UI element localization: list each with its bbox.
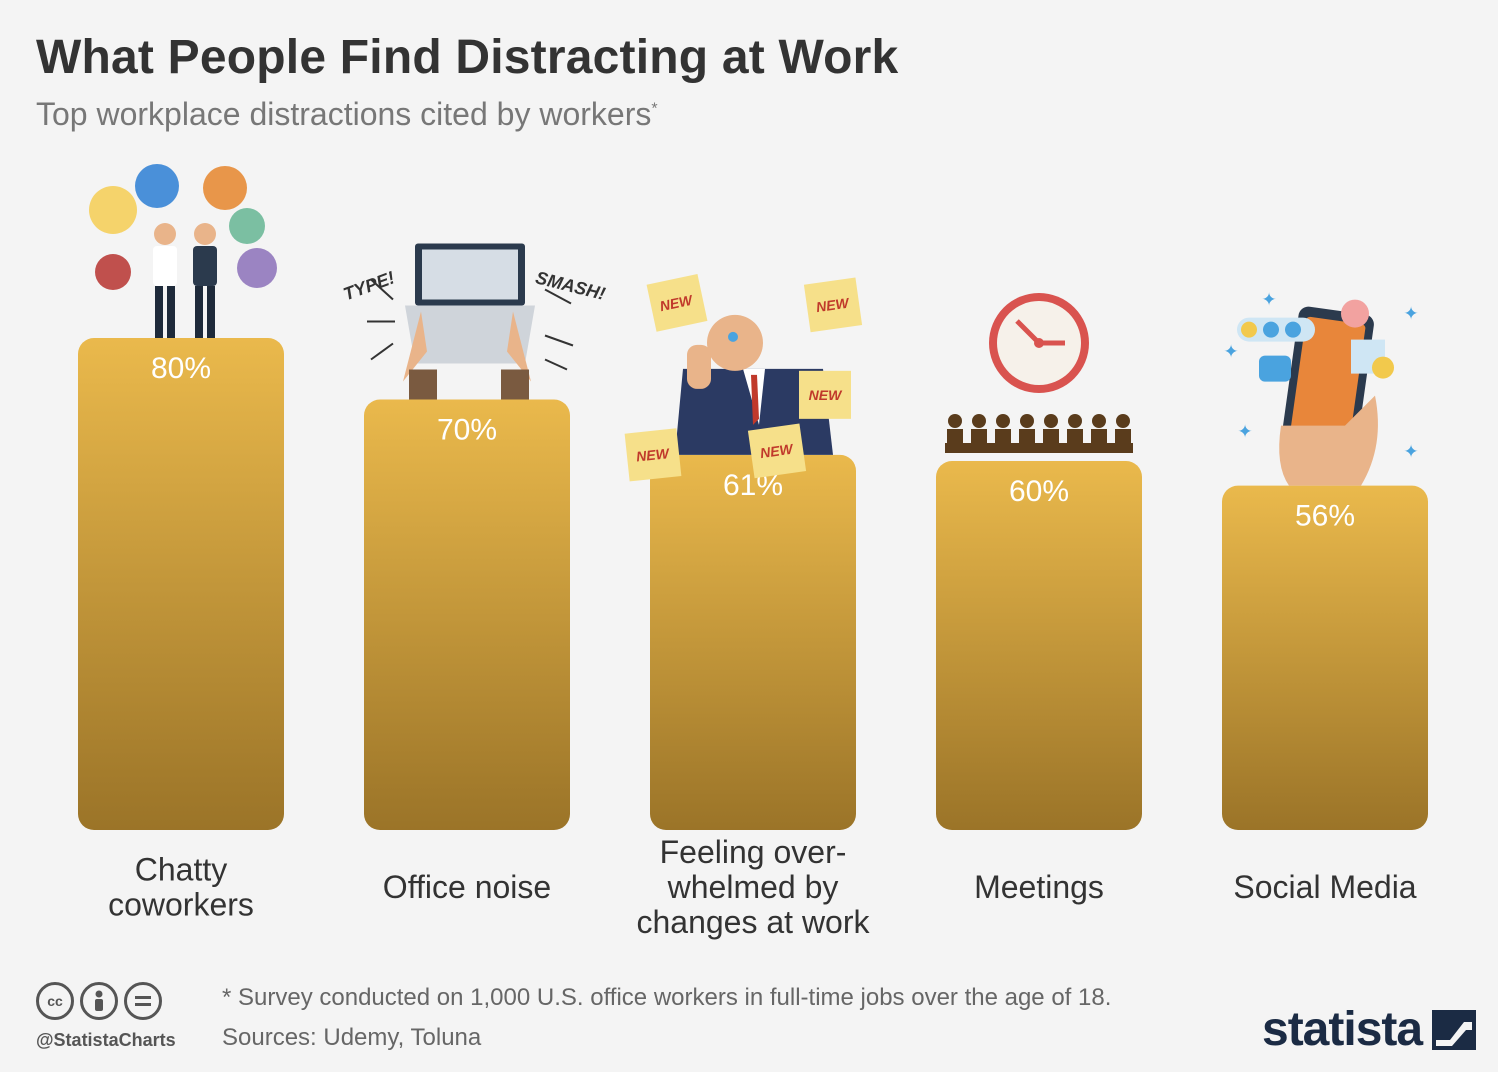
statista-handle: @StatistaCharts — [36, 1030, 176, 1050]
category-label: Office noise — [383, 869, 551, 905]
statista-wordmark: statista — [1262, 1003, 1423, 1056]
icon-text: NEW — [815, 294, 851, 315]
sparkle-icon: ✦ — [1403, 442, 1418, 463]
sparkle-icon: ✦ — [1237, 422, 1252, 443]
chart-subtitle: Top workplace distractions cited by work… — [36, 96, 658, 132]
category-label: coworkers — [108, 887, 254, 923]
sparkle-icon: ✦ — [1223, 342, 1238, 363]
sources: Sources: Udemy, Toluna — [222, 1024, 482, 1051]
icon-text: NEW — [809, 387, 843, 403]
icon-text: NEW — [658, 291, 695, 314]
bar — [1222, 485, 1428, 830]
statista-logo-icon — [1432, 1009, 1477, 1050]
laptop-typing-icon: TYPE! SMASH! — [341, 243, 608, 400]
nd-icon — [124, 982, 162, 1020]
category-label: Chatty — [135, 852, 227, 888]
category-label: whelmed by — [667, 869, 839, 905]
icon-text: TYPE! — [341, 267, 398, 304]
bar — [650, 454, 856, 830]
license-icons: cc — [36, 982, 162, 1020]
chart-title: What People Find Distracting at Work — [36, 31, 899, 84]
subtitle-asterisk: * — [651, 100, 658, 118]
footnote: * Survey conducted on 1,000 U.S. office … — [222, 984, 1112, 1011]
category-label: Feeling over- — [660, 834, 847, 870]
category-label: Social Media — [1233, 869, 1416, 905]
icon-text: NEW — [635, 445, 671, 465]
chatty-coworkers-icon — [89, 164, 277, 338]
cc-icon: cc — [36, 982, 74, 1020]
statista-logo: statista — [1262, 1002, 1477, 1057]
bar-value-label: 80% — [151, 352, 211, 385]
smartphone-social-icon: ✦ ✦ ✦ ✦ ✦ — [1223, 290, 1419, 486]
bar-value-label: 70% — [437, 414, 497, 447]
sparkle-icon: ✦ — [1403, 304, 1418, 325]
bar-value-label: 56% — [1295, 500, 1355, 533]
bar — [936, 461, 1142, 830]
bar — [78, 338, 284, 830]
icon-text: SMASH! — [534, 267, 608, 304]
category-label: Meetings — [974, 869, 1104, 905]
category-label: changes at work — [636, 904, 870, 940]
sparkle-icon: ✦ — [1261, 290, 1276, 311]
icon-text: NEW — [759, 440, 795, 461]
meeting-clock-icon — [945, 293, 1133, 453]
bar — [364, 399, 570, 830]
bar-value-label: 60% — [1009, 475, 1069, 508]
by-icon — [80, 982, 118, 1020]
overwhelmed-worker-icon: NEW NEW NEW NEW NEW — [624, 273, 863, 482]
